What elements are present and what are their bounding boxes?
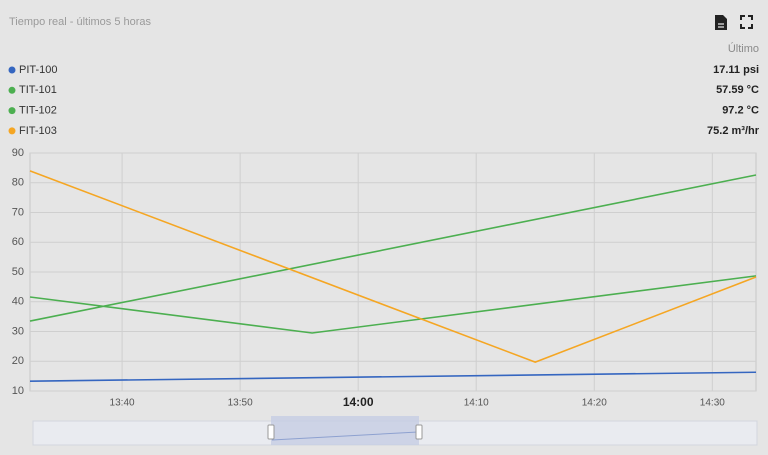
legend-marker xyxy=(8,127,16,135)
last-value: 57.59 °C xyxy=(716,84,759,96)
legend-label: TIT-102 xyxy=(19,105,57,117)
chart-title: Tiempo real - últimos 5 horas xyxy=(9,16,152,28)
legend-marker xyxy=(8,107,16,115)
x-tick-label: 13:50 xyxy=(228,398,253,409)
y-tick-label: 40 xyxy=(12,296,24,308)
last-value: 97.2 °C xyxy=(722,105,759,117)
legend-marker xyxy=(8,66,16,74)
fullscreen-button[interactable] xyxy=(740,15,753,29)
last-value: 75.2 m³/hr xyxy=(707,125,760,137)
series-line xyxy=(29,174,757,322)
y-tick-label: 20 xyxy=(12,355,24,367)
last-value: 17.11 psi xyxy=(713,64,759,76)
legend-label: FIT-103 xyxy=(19,125,57,137)
series-line xyxy=(29,275,757,334)
series-line xyxy=(29,371,757,382)
legend-marker xyxy=(8,86,16,94)
last-header: Último xyxy=(728,42,759,55)
navigator[interactable] xyxy=(32,416,758,446)
y-tick-label: 90 xyxy=(12,147,24,159)
x-tick-label: 14:10 xyxy=(464,398,489,409)
export-button[interactable] xyxy=(715,15,727,30)
legend-label: PIT-100 xyxy=(19,64,58,76)
x-tick-label: 14:20 xyxy=(582,398,607,409)
legend-label: TIT-101 xyxy=(19,84,57,96)
series-line xyxy=(29,170,757,363)
y-tick-label: 50 xyxy=(12,266,24,278)
x-tick-label: 14:30 xyxy=(700,398,725,409)
y-tick-label: 80 xyxy=(12,177,24,189)
y-tick-label: 70 xyxy=(12,206,24,218)
y-tick-label: 30 xyxy=(12,325,24,337)
x-tick-label: 13:40 xyxy=(110,398,135,409)
y-tick-label: 10 xyxy=(12,385,24,397)
x-tick-label: 14:00 xyxy=(343,395,374,409)
y-tick-label: 60 xyxy=(12,236,24,248)
